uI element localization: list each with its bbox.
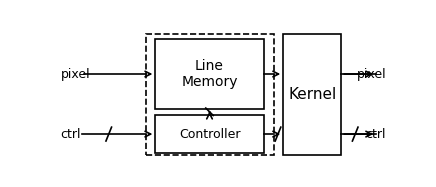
Bar [283,34,341,155]
Text: Line
Memory: Line Memory [181,59,238,89]
Text: ctrl: ctrl [61,128,81,141]
Bar [155,115,264,153]
Text: pixel: pixel [61,68,90,81]
Bar [146,34,274,155]
Bar [155,39,264,109]
Text: Kernel: Kernel [288,87,336,102]
Text: Controller: Controller [179,128,240,141]
Text: ctrl: ctrl [366,128,386,141]
Text: pixel: pixel [357,68,386,81]
